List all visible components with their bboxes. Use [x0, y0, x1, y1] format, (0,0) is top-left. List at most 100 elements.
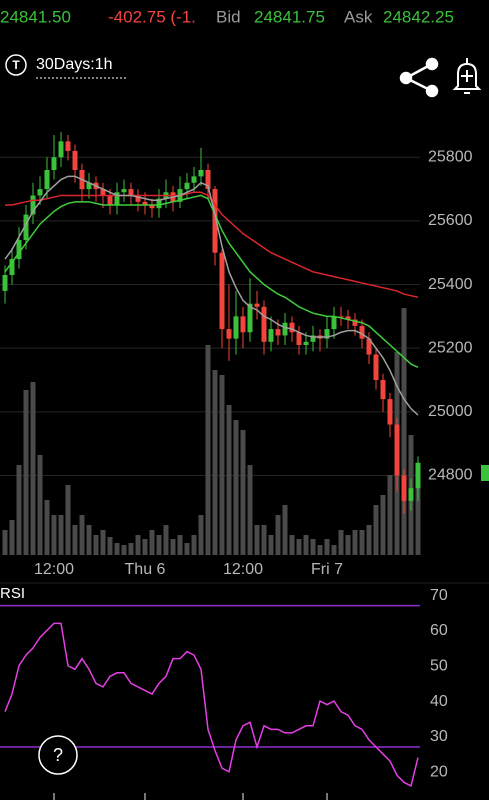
volume-bar	[212, 370, 218, 555]
panel-title: RSI	[0, 585, 25, 602]
candle-body	[142, 201, 148, 205]
candle-body	[275, 329, 281, 336]
moving-average	[4, 175, 419, 416]
alert-button[interactable]	[452, 58, 482, 94]
bid-label: Bid	[216, 7, 241, 26]
candle-body	[114, 192, 120, 205]
candle-body	[16, 240, 22, 260]
candle-body	[324, 329, 330, 339]
candle-body	[261, 306, 267, 342]
y-tick-label: 25200	[428, 339, 473, 356]
candle-body	[23, 214, 29, 240]
volume-bar	[331, 545, 337, 555]
volume-bar	[198, 515, 204, 555]
volume-bar	[345, 535, 351, 555]
type-icon-letter: T	[12, 58, 20, 72]
candle-body	[51, 157, 57, 170]
candle-body	[212, 189, 218, 253]
candle-body	[149, 205, 155, 209]
candle-body	[219, 252, 225, 330]
volume-bar	[86, 525, 92, 555]
candle-body	[86, 182, 92, 190]
volume-bar	[401, 308, 407, 555]
candle-body	[247, 303, 253, 333]
ask-label: Ask	[344, 7, 373, 26]
candle-body	[2, 275, 8, 291]
y-tick-label: 30	[430, 728, 448, 745]
candle-body	[184, 182, 190, 190]
candle-body	[156, 198, 162, 209]
timeframe-selector[interactable]: 30Days:1h	[36, 56, 113, 73]
candle-body	[338, 316, 344, 318]
candle-body	[373, 354, 379, 380]
quote-bar: 24841.50 -402.75 (-1. Bid 24841.75 Ask 2…	[0, 7, 454, 26]
y-tick-label: 25600	[428, 212, 473, 229]
candle-body	[107, 195, 113, 205]
volume-bar	[121, 545, 127, 555]
candle-body	[58, 141, 64, 158]
candle-body	[331, 316, 337, 330]
x-tick-label: 12:00	[223, 561, 263, 578]
candle-body	[191, 176, 197, 183]
candle-body	[65, 141, 71, 151]
candle-body	[310, 335, 316, 342]
volume-bar	[135, 535, 141, 555]
volume-bar	[72, 525, 78, 555]
volume-bar	[352, 530, 358, 555]
volume-bar	[359, 530, 365, 555]
volume-bar	[44, 500, 50, 555]
volume-bar	[107, 537, 113, 555]
candle-body	[296, 332, 302, 345]
type-icon[interactable]	[5, 54, 27, 76]
volume-bar	[380, 495, 386, 555]
candle-body	[37, 189, 43, 196]
candle-body	[128, 189, 134, 196]
moving-average	[4, 194, 419, 368]
volume-bar	[191, 535, 197, 555]
y-tick-label: 25000	[428, 403, 473, 420]
volume-bar	[324, 539, 330, 555]
candle-body	[289, 322, 295, 333]
candle-body	[282, 322, 288, 336]
help-button[interactable]: ?	[38, 735, 78, 775]
candle-body	[366, 338, 372, 355]
volume-bar	[387, 475, 393, 555]
x-tick-label: Fri 7	[311, 561, 343, 578]
volume-bar	[268, 535, 274, 555]
rsi-chart: RSI 20 30 40 50 60 70	[0, 585, 448, 787]
y-tick-label: 25800	[428, 148, 473, 165]
y-tick-label: 20	[430, 764, 448, 781]
candle-body	[205, 170, 211, 190]
volume-bar	[142, 539, 148, 555]
volume-bar	[338, 530, 344, 555]
rsi-line	[4, 622, 419, 787]
volume-bar	[51, 515, 57, 555]
volume-bar	[100, 530, 106, 555]
volume-bar	[30, 382, 36, 555]
candle-body	[380, 380, 386, 400]
volume-bar	[177, 535, 183, 555]
y-tick-label: 25400	[428, 276, 473, 293]
y-tick-label: 70	[430, 587, 448, 604]
current-price-marker	[481, 465, 489, 481]
y-tick-label: 24800	[428, 467, 473, 484]
volume-bar	[65, 485, 71, 555]
candle-body	[408, 488, 414, 501]
volume-bar	[261, 525, 267, 555]
share-button[interactable]	[399, 57, 439, 98]
volume-bar	[163, 525, 169, 555]
help-label: ?	[53, 745, 63, 765]
volume-bar	[16, 465, 22, 555]
price-change: -402.75 (-1.	[108, 7, 196, 26]
volume-bar	[240, 430, 246, 555]
volume-bar	[303, 535, 309, 555]
candle-body	[352, 319, 358, 326]
volume-bar	[184, 543, 190, 555]
volume-bar	[247, 465, 253, 555]
volume-bar	[233, 420, 239, 555]
volume-bar	[93, 535, 99, 555]
volume-bar	[9, 520, 15, 555]
candle-body	[198, 170, 204, 177]
